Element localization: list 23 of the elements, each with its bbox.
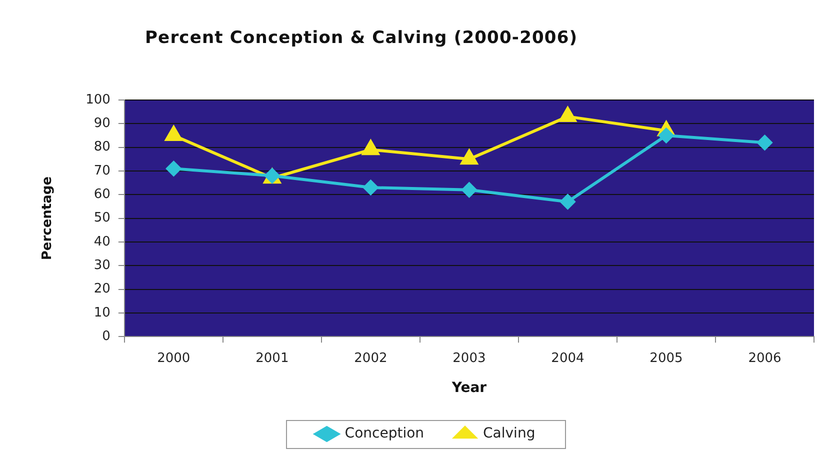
y-tick-label: 20 <box>94 282 110 297</box>
y-tick-label: 50 <box>94 210 110 226</box>
legend-label: Conception <box>344 426 424 442</box>
x-axis-title: Year <box>450 380 487 396</box>
y-tick-label: 90 <box>94 116 110 132</box>
y-tick-label: 30 <box>94 258 110 273</box>
y-tick-label: 80 <box>94 140 110 155</box>
y-axis-title: Percentage <box>40 176 56 260</box>
y-tick-label: 70 <box>94 163 110 178</box>
x-tick-label: 2003 <box>452 350 486 366</box>
x-tick-label: 2002 <box>354 350 388 366</box>
x-tick-label: 2000 <box>157 350 190 366</box>
y-tick-label: 40 <box>94 234 110 250</box>
chart-title: Percent Conception & Calving (2000-2006) <box>145 28 578 48</box>
y-tick-label: 60 <box>94 187 110 202</box>
x-tick-label: 2005 <box>650 350 683 366</box>
y-tick-label: 10 <box>94 305 110 320</box>
y-tick-label: 0 <box>102 328 110 344</box>
x-tick-label: 2006 <box>748 350 782 366</box>
x-tick-label: 2004 <box>551 350 584 366</box>
legend-label: Calving <box>483 426 536 442</box>
x-tick-label: 2001 <box>256 350 289 366</box>
y-tick-label: 100 <box>86 92 110 108</box>
